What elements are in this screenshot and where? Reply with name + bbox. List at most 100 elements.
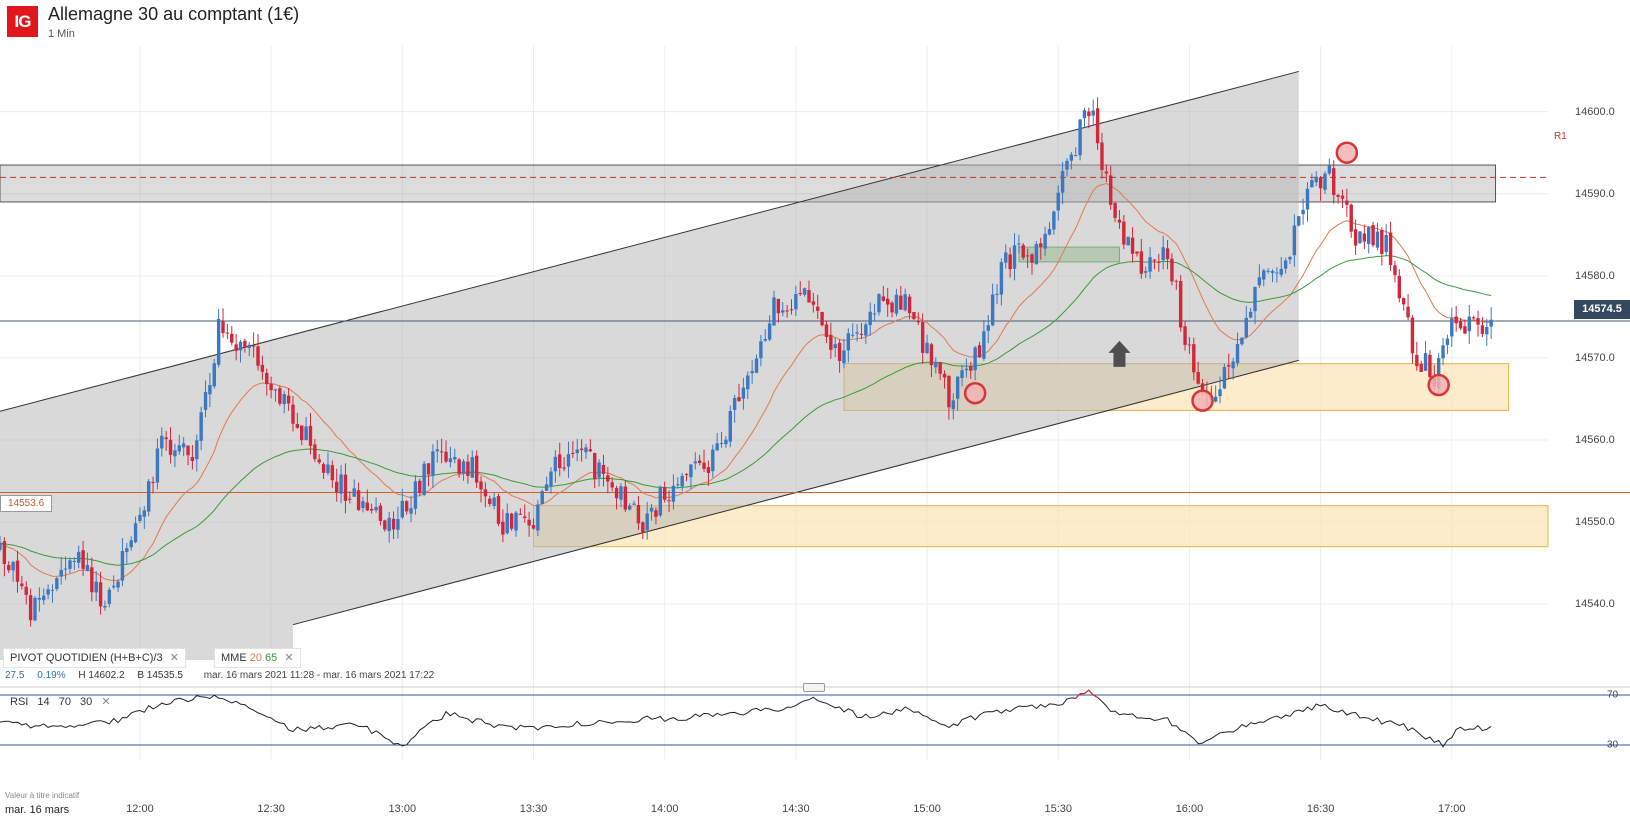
candle-body: [103, 605, 107, 608]
candle-body: [125, 548, 129, 553]
candle-body: [934, 362, 938, 368]
candle-body: [1349, 204, 1353, 232]
candle-body: [606, 475, 610, 482]
candle-body: [42, 595, 46, 601]
candle-body: [1353, 229, 1358, 246]
candle-body: [1270, 271, 1275, 273]
candle-body: [265, 372, 269, 385]
candle-body: [942, 373, 947, 378]
mme-legend[interactable]: MME 20 65 ✕: [214, 648, 301, 668]
candle-body: [916, 321, 921, 323]
candle-body: [1297, 216, 1301, 226]
candle-body: [1436, 358, 1441, 389]
candle-body: [186, 445, 190, 456]
candle-body: [811, 301, 816, 305]
close-icon[interactable]: ✕: [284, 652, 294, 664]
candle-body: [339, 474, 343, 494]
candle-body: [55, 578, 59, 589]
candle-body: [225, 332, 230, 334]
candle-body: [77, 551, 81, 563]
candle-body: [890, 302, 894, 313]
candle-body: [208, 385, 212, 395]
candle-body: [0, 543, 2, 550]
candle-body: [772, 297, 776, 326]
candle-body: [426, 463, 431, 475]
candle-body: [190, 457, 195, 461]
candle-body: [391, 518, 396, 530]
candle-body: [977, 345, 982, 358]
candle-body: [1262, 270, 1266, 280]
levels: [0, 176, 1630, 494]
candle-body: [304, 426, 308, 441]
candle-body: [846, 333, 851, 351]
circle-marker: [1191, 389, 1214, 412]
pivot-legend[interactable]: PIVOT QUOTIDIEN (H+B+C)/3 ✕: [3, 648, 186, 668]
candle-body: [352, 488, 356, 497]
candle-body: [15, 560, 20, 582]
candle-body: [816, 306, 820, 311]
candle-body: [1388, 232, 1393, 266]
candle-body: [435, 449, 439, 452]
rsi-legend-period: 14: [37, 696, 50, 708]
candle-body: [1148, 257, 1152, 272]
x-tick-label: 17:00: [1438, 803, 1466, 815]
candle-body: [623, 486, 628, 510]
candle-body: [1485, 327, 1489, 335]
candle-body: [216, 318, 221, 365]
x-tick-label: 15:00: [913, 803, 941, 815]
candle-body: [361, 501, 365, 509]
candle-body: [444, 451, 448, 462]
candle-body: [1161, 247, 1165, 261]
instrument-title[interactable]: Allemagne 30 au comptant (1€): [48, 4, 300, 24]
candle-body: [579, 448, 584, 451]
candle-body: [820, 312, 824, 326]
candle-body: [1213, 396, 1218, 402]
candle-body: [1410, 317, 1415, 354]
candle-body: [1135, 251, 1139, 254]
candle-body: [1275, 272, 1279, 274]
candle-body: [1004, 252, 1008, 263]
candle-body: [1480, 325, 1485, 334]
candle-body: [1030, 254, 1034, 263]
candle-body: [912, 312, 916, 320]
candle-body: [1117, 219, 1122, 223]
candle-body: [715, 443, 719, 451]
panel-resize-handle[interactable]: [803, 683, 825, 692]
ema-65-line: [0, 255, 1492, 566]
candle-body: [269, 383, 273, 391]
candle-body: [986, 325, 990, 331]
close-icon[interactable]: ✕: [169, 652, 179, 664]
candle-body: [348, 498, 352, 500]
candle-body: [1476, 318, 1480, 325]
candle-body: [243, 340, 247, 348]
candle-body: [1406, 306, 1410, 318]
candle-body: [28, 595, 33, 621]
rsi-legend[interactable]: RSI 14 70 30 ✕: [10, 695, 117, 708]
candle-body: [636, 504, 641, 524]
candle-body: [448, 458, 453, 463]
chart-header: IG Allemagne 30 au comptant (1€) 1 Min: [0, 0, 1630, 44]
candle-body: [181, 443, 186, 448]
candle-body: [365, 502, 370, 511]
candle-body: [632, 503, 636, 505]
candle-body: [737, 397, 741, 401]
timeframe-label[interactable]: 1 Min: [48, 28, 75, 40]
y-tick-label: 14580.0: [1575, 269, 1615, 282]
rsi-overbought-segment: [1084, 689, 1090, 694]
candle-body: [470, 457, 474, 478]
candle-body: [1235, 344, 1240, 364]
candle-body: [894, 294, 899, 314]
candle-body: [20, 583, 24, 587]
candle-body: [1458, 320, 1463, 329]
arrow-up-marker: [1108, 340, 1131, 367]
candle-body: [501, 521, 505, 535]
candle-body: [1087, 111, 1091, 117]
candle-body: [422, 463, 426, 495]
candle-body: [575, 449, 579, 454]
candle-body: [951, 400, 955, 410]
candle-body: [1253, 286, 1257, 312]
close-icon[interactable]: ✕: [101, 696, 111, 708]
candle-body: [999, 262, 1004, 295]
candle-body: [1362, 233, 1367, 242]
